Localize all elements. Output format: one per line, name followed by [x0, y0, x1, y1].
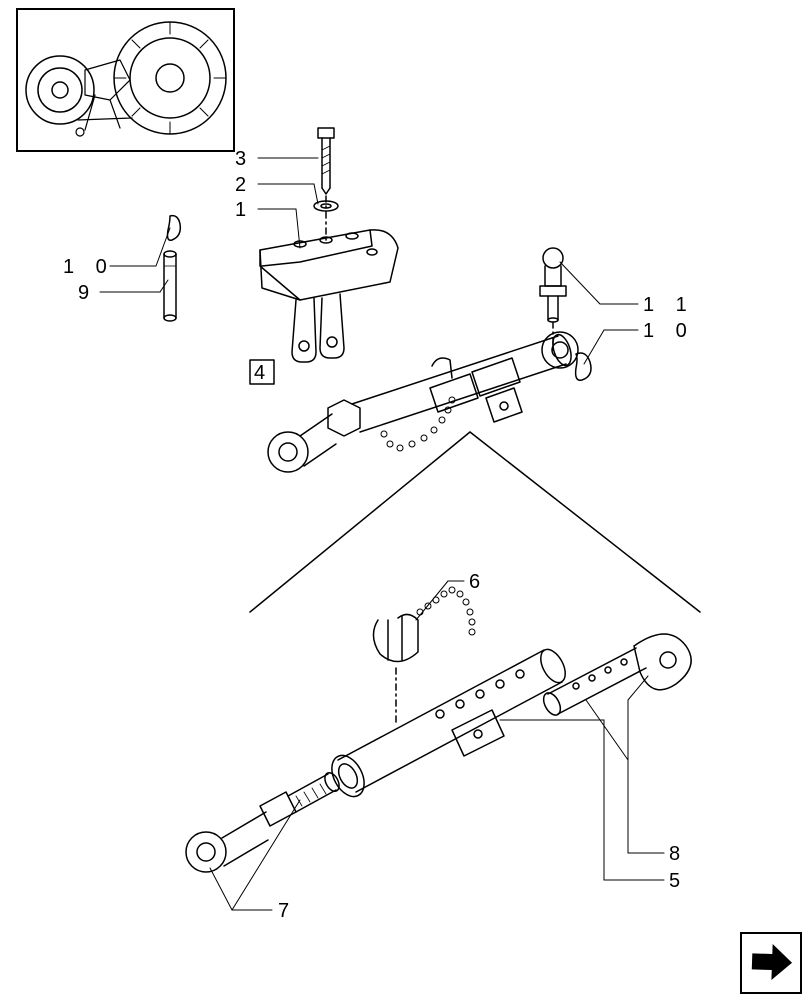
part-sleeve-tube: [325, 645, 570, 802]
callout-10-right: 1 0: [643, 320, 695, 343]
callout-2: 2: [235, 174, 254, 197]
diagram-page: 3 2 1 1 0 9 1 1 1 0 4 6 8 5 7: [0, 0, 812, 1000]
part-linch-pin-left: [164, 216, 180, 321]
callout-1: 1: [235, 199, 254, 222]
part-inner-rod: [540, 634, 691, 718]
part-ball-pin: [540, 248, 566, 322]
callout-9: 9: [78, 282, 97, 305]
callout-leaders: [100, 158, 664, 910]
part-bracket: [260, 230, 398, 362]
nav-next-icon[interactable]: [740, 932, 802, 994]
callout-5: 5: [669, 870, 688, 893]
part-linch-clip-right: [576, 353, 591, 380]
callout-6: 6: [469, 571, 488, 594]
callout-3: 3: [235, 148, 254, 171]
part-chain-retainer: [373, 587, 475, 662]
callout-7: 7: [278, 900, 297, 923]
callout-4: 4: [254, 362, 273, 385]
callout-11: 1 1: [643, 294, 695, 317]
thumbnail-frame: [16, 8, 235, 152]
callout-10-left: 1 0: [63, 256, 115, 279]
part-top-link-assembly: [268, 332, 578, 472]
callout-8: 8: [669, 843, 688, 866]
arrow-right-icon: [748, 940, 794, 986]
part-ball-end-stud: [186, 770, 342, 872]
part-bolt: [318, 128, 334, 194]
